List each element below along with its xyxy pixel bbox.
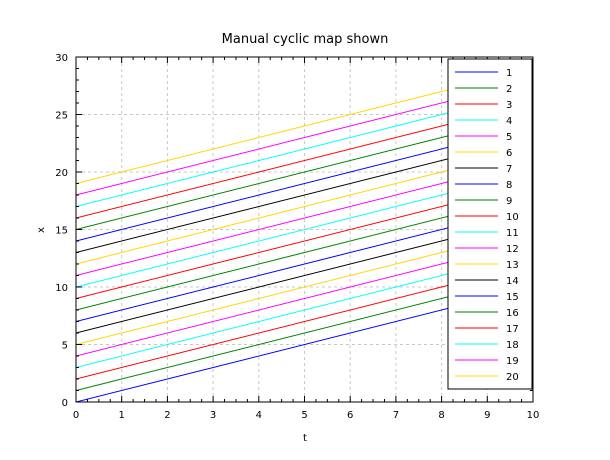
y-tick-label: 5 (62, 341, 68, 352)
y-axis-label: x (36, 227, 47, 233)
legend-label-13: 13 (506, 260, 519, 271)
legend-label-11: 11 (506, 228, 519, 239)
legend-label-12: 12 (506, 244, 519, 255)
y-tick-label: 30 (55, 53, 68, 64)
y-tick-label: 20 (55, 168, 68, 179)
y-tick-label: 10 (55, 283, 68, 294)
legend-label-20: 20 (506, 372, 519, 383)
x-tick-label: 7 (393, 410, 399, 421)
y-tick-label: 0 (62, 398, 68, 409)
legend-label-10: 10 (506, 212, 519, 223)
y-tick-label: 25 (55, 111, 68, 122)
legend-label-1: 1 (506, 68, 512, 79)
x-axis-label: t (303, 433, 307, 444)
legend-label-18: 18 (506, 340, 519, 351)
legend-label-7: 7 (506, 164, 512, 175)
legend-label-17: 17 (506, 324, 519, 335)
legend-box (447, 58, 533, 390)
legend-label-5: 5 (506, 132, 512, 143)
legend-label-8: 8 (506, 180, 512, 191)
x-tick-label: 8 (438, 410, 444, 421)
x-tick-label: 9 (484, 410, 490, 421)
x-tick-label: 4 (256, 410, 262, 421)
x-tick-label: 0 (73, 410, 79, 421)
chart-title: Manual cyclic map shown (222, 32, 389, 47)
x-tick-label: 1 (119, 410, 125, 421)
legend-label-6: 6 (506, 148, 512, 159)
legend-label-14: 14 (506, 276, 519, 287)
legend-label-2: 2 (506, 84, 512, 95)
legend-label-16: 16 (506, 308, 519, 319)
legend-label-19: 19 (506, 356, 519, 367)
x-tick-label: 6 (347, 410, 353, 421)
legend-label-4: 4 (506, 116, 512, 127)
y-tick-label: 15 (55, 226, 68, 237)
x-tick-label: 10 (527, 410, 540, 421)
legend-label-9: 9 (506, 196, 512, 207)
x-tick-label: 3 (210, 410, 216, 421)
x-tick-label: 5 (301, 410, 307, 421)
x-tick-label: 2 (164, 410, 170, 421)
legend-label-15: 15 (506, 292, 519, 303)
legend-label-3: 3 (506, 100, 512, 111)
